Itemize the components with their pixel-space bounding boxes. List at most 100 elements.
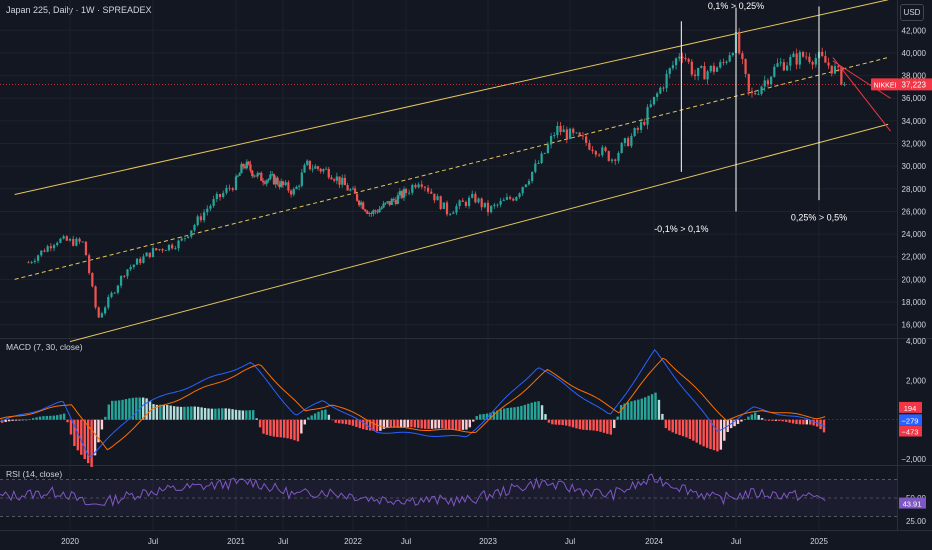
macd-histogram-bar [255, 418, 258, 420]
macd-histogram-bar [62, 413, 66, 420]
macd-histogram-bar [516, 406, 520, 420]
macd-histogram-bar [38, 416, 42, 420]
candle-body [260, 172, 263, 181]
macd-histogram-bar [451, 419, 454, 430]
macd-histogram-bar [437, 419, 441, 429]
price-axis[interactable]: 16,000 18,000 20,000 22,000 24,000 26,000 28,0… [871, 26, 932, 330]
macd-histogram-bar [183, 406, 186, 420]
currency-button[interactable]: USD [900, 4, 924, 21]
macd-pane[interactable]: MACD (7, 30, close) 4,000 2,000 −2,000 194 −2… [0, 337, 927, 467]
price-pane[interactable]: 0,1% > 0,25% -0,1% > 0,1% 0,25% > 0,5% [0, 0, 897, 343]
candle-body [754, 93, 757, 95]
candle-body [474, 193, 477, 203]
macd-histogram-bar [509, 407, 513, 420]
candle-body [521, 187, 524, 194]
candle-body [193, 225, 196, 231]
macd-histogram-bar [523, 404, 527, 420]
macd-value-bg [899, 425, 922, 437]
candle-body [355, 193, 359, 201]
macd-tick-label: 2,000 [906, 376, 927, 385]
price-tick-label: 34,000 [902, 117, 927, 126]
candle-body [693, 74, 697, 77]
candle-body [110, 292, 113, 297]
candle-body [84, 241, 88, 256]
candle-body [649, 104, 652, 108]
candle-body [833, 66, 837, 74]
macd-histogram-bar [234, 409, 238, 420]
candle-body [782, 62, 786, 71]
candle-body [565, 129, 568, 139]
macd-histogram-bar [193, 406, 196, 420]
candle-body [674, 58, 678, 66]
candle-body [449, 213, 452, 215]
candle-body [33, 260, 37, 262]
macd-histogram-bar [743, 419, 747, 420]
macd-histogram-bar [657, 399, 661, 420]
candle-body [553, 135, 556, 136]
candle-body [119, 275, 123, 286]
macd-histogram-bar [169, 405, 172, 420]
time-axis[interactable]: 2020 Jul 2021 Jul 2022 Jul 2023 Jul 2024 Jul 2025 [61, 537, 828, 546]
candle-body [527, 181, 531, 185]
macd-histogram-bar [31, 418, 35, 420]
candle-body [738, 31, 741, 54]
candle-body [254, 175, 258, 177]
candle-body [372, 210, 375, 214]
candle-body [414, 184, 417, 188]
macd-histogram-bar [7, 419, 11, 422]
candle-body [382, 203, 385, 208]
candle-body [148, 252, 151, 258]
macd-histogram-bar [179, 406, 183, 420]
candle-body [335, 176, 338, 181]
macd-histogram-bar [413, 419, 417, 428]
candle-body [240, 164, 243, 174]
macd-histogram-bar [386, 419, 389, 428]
channel-line-lower [69, 123, 889, 343]
candle-body [483, 202, 486, 208]
macd-histogram-bar [203, 407, 207, 420]
macd-histogram-bar [176, 406, 179, 420]
macd-histogram-bar [86, 419, 90, 464]
macd-histogram-bar [430, 419, 434, 429]
macd-histogram-bar [375, 419, 379, 432]
candle-body [265, 180, 268, 184]
candle-body [78, 238, 81, 242]
macd-histogram-bar [795, 419, 798, 425]
candle-body [298, 185, 301, 187]
macd-histogram-bar [458, 419, 461, 431]
macd-histogram-bar [784, 419, 788, 422]
candle-body [681, 56, 684, 58]
candle-body [65, 236, 68, 241]
macd-histogram-bar [771, 419, 774, 421]
candle-body [100, 313, 104, 318]
candle-body [306, 160, 309, 165]
candle-body [789, 57, 792, 66]
macd-histogram-bar [49, 415, 52, 420]
candle-body [27, 262, 30, 264]
macd-histogram-bar [613, 419, 616, 429]
candle-body [776, 63, 779, 67]
macd-histogram-bar [774, 419, 778, 421]
macd-histogram-bar [650, 394, 654, 420]
candle-body [94, 286, 97, 308]
candle-body [668, 68, 671, 74]
macd-histogram-bar [530, 402, 533, 420]
macd-histogram-bar [90, 419, 93, 467]
macd-histogram-bar [300, 419, 303, 434]
candle-body [543, 152, 546, 154]
candle-body [763, 80, 766, 87]
macd-histogram-bar [227, 408, 231, 420]
candle-body [378, 209, 381, 213]
candle-body [272, 174, 276, 185]
candle-body [256, 173, 259, 177]
macd-value-label: 194 [904, 404, 917, 413]
candle-body [380, 207, 383, 210]
candle-body [486, 202, 490, 213]
candle-body [186, 236, 190, 238]
macd-histogram-bar [540, 405, 544, 420]
price-tick-label: 18,000 [902, 298, 927, 307]
macd-histogram-bar [265, 419, 269, 435]
candle-body [343, 177, 347, 186]
